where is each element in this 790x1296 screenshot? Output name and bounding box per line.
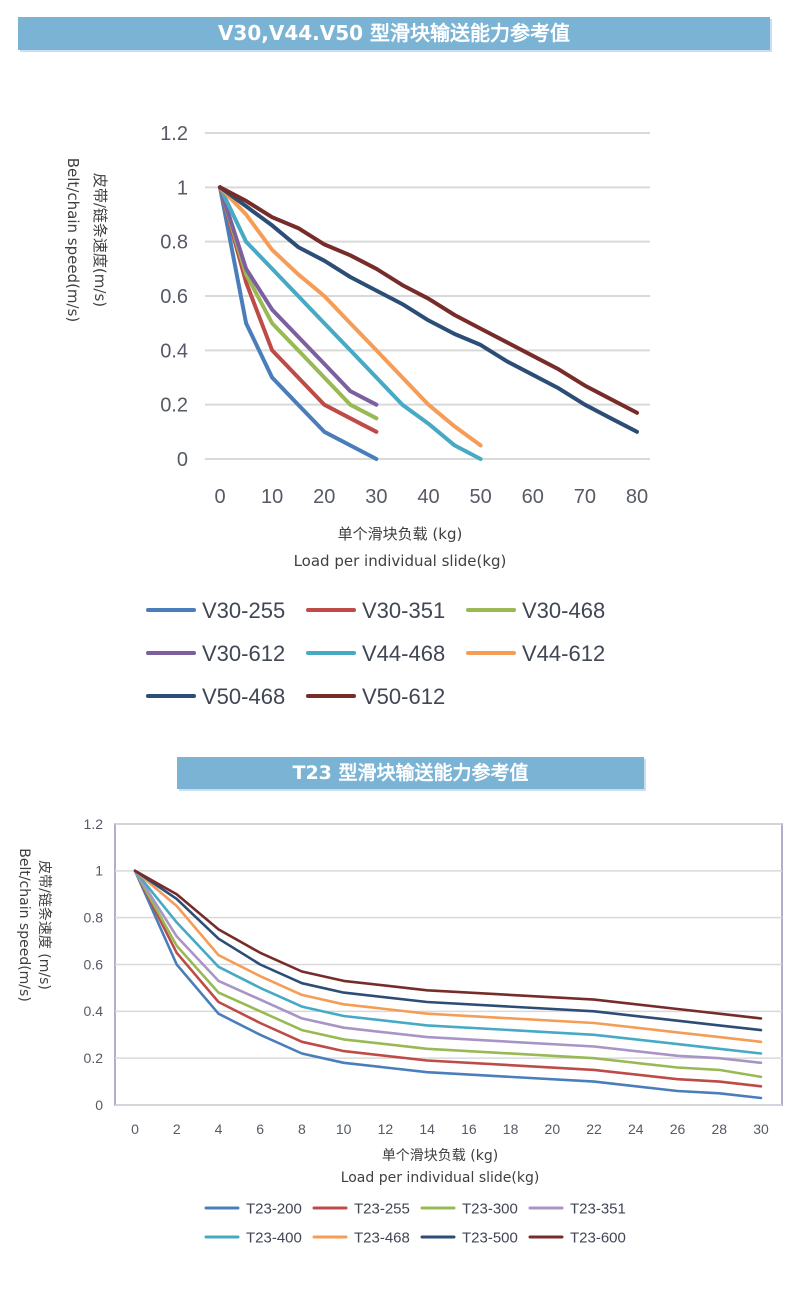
y-tick-label: 1.2 <box>84 816 104 832</box>
x-tick-label: 20 <box>313 486 335 508</box>
y-tick-label: 1.2 <box>160 123 188 145</box>
x-axis-title: 单个滑块负载 (kg) <box>338 525 463 543</box>
legend-label-t23-500: T23-500 <box>462 1229 518 1246</box>
x-tick-label: 40 <box>417 486 439 508</box>
x-tick-label: 6 <box>256 1121 264 1137</box>
x-tick-label: 14 <box>419 1121 435 1137</box>
x-tick-label: 28 <box>711 1121 727 1137</box>
y-axis-title: 皮带/链条速度(m/s) <box>91 173 109 307</box>
y-tick-label: 0.2 <box>160 395 188 417</box>
legend-label-t23-600: T23-600 <box>570 1229 626 1246</box>
y-tick-label: 0 <box>95 1097 103 1113</box>
series-line-t23-468 <box>133 869 763 1044</box>
x-tick-label: 8 <box>298 1121 306 1137</box>
legend-label-v30-468: V30-468 <box>522 598 605 623</box>
y-tick-label: 0.2 <box>84 1050 104 1066</box>
section-banner-t23: T23 型滑块输送能力参考值 <box>177 757 644 789</box>
legend-label-v30-612: V30-612 <box>202 641 285 666</box>
series-line-t23-400 <box>133 869 763 1055</box>
legend-label-v50-612: V50-612 <box>362 684 445 709</box>
y-tick-label: 0.6 <box>160 286 188 308</box>
series-line-v50-612 <box>218 185 639 415</box>
series-line-t23-255 <box>133 869 763 1088</box>
x-axis-title: Load per individual slide(kg) <box>341 1170 540 1186</box>
legend-label-v30-351: V30-351 <box>362 598 445 623</box>
legend-label-t23-300: T23-300 <box>462 1200 518 1217</box>
x-tick-label: 60 <box>522 486 544 508</box>
series-line-v30-255 <box>218 185 379 461</box>
series-line-t23-200 <box>133 869 763 1100</box>
y-tick-label: 1 <box>95 863 103 879</box>
x-tick-label: 0 <box>131 1121 139 1137</box>
y-axis-title: Belt/chain speed(m/s) <box>64 158 82 323</box>
x-tick-label: 30 <box>365 486 387 508</box>
x-tick-label: 30 <box>753 1121 769 1137</box>
x-tick-label: 18 <box>503 1121 519 1137</box>
y-tick-label: 0.8 <box>160 232 188 254</box>
series-line-v30-468 <box>218 185 379 421</box>
x-tick-label: 20 <box>545 1121 561 1137</box>
legend-label-v50-468: V50-468 <box>202 684 285 709</box>
series-line-t23-300 <box>133 869 763 1079</box>
chart-v-series: 0 0.2 0.4 0.6 0.8 1 1.2 0 10 20 30 40 50 60 70 80 单个滑块负载… <box>64 123 650 709</box>
legend-label-t23-200: T23-200 <box>246 1200 302 1217</box>
y-tick-label: 0.4 <box>84 1003 104 1019</box>
y-tick-label: 0 <box>177 449 188 471</box>
y-tick-label: 1 <box>177 177 188 199</box>
x-tick-label: 26 <box>670 1121 686 1137</box>
x-tick-label: 22 <box>586 1121 602 1137</box>
y-tick-label: 0.4 <box>160 340 188 362</box>
x-tick-label: 10 <box>261 486 283 508</box>
series-line-v44-468 <box>218 185 483 461</box>
legend-label-v30-255: V30-255 <box>202 598 285 623</box>
x-tick-label: 2 <box>173 1121 181 1137</box>
legend-label-t23-255: T23-255 <box>354 1200 410 1217</box>
legend-label-v44-468: V44-468 <box>362 641 445 666</box>
series-line-v30-351 <box>218 185 379 434</box>
y-tick-label: 0.8 <box>84 910 104 926</box>
series-line-v30-612 <box>218 185 379 407</box>
legend-label-t23-468: T23-468 <box>354 1229 410 1246</box>
legend-label-v44-612: V44-612 <box>522 641 605 666</box>
x-tick-label: 16 <box>461 1121 477 1137</box>
x-tick-label: 80 <box>626 486 648 508</box>
x-tick-label: 10 <box>336 1121 352 1137</box>
section-banner-v-series: V30,V44.V50 型滑块输送能力参考值 <box>18 17 770 50</box>
x-tick-label: 4 <box>215 1121 223 1137</box>
x-axis-title: 单个滑块负载 (kg) <box>382 1147 498 1164</box>
x-tick-label: 50 <box>470 486 492 508</box>
x-axis-title: Load per individual slide(kg) <box>294 552 507 570</box>
series-line-v50-468 <box>218 185 639 434</box>
series-line-t23-500 <box>133 869 763 1032</box>
legend-label-t23-400: T23-400 <box>246 1229 302 1246</box>
series-line-t23-600 <box>133 869 763 1020</box>
x-tick-label: 12 <box>378 1121 394 1137</box>
series-line-t23-351 <box>133 869 763 1065</box>
x-tick-label: 70 <box>574 486 596 508</box>
y-axis-title: Belt/chain speed(m/s) <box>16 848 32 1002</box>
y-tick-label: 0.6 <box>84 956 104 972</box>
legend-label-t23-351: T23-351 <box>570 1200 626 1217</box>
x-tick-label: 24 <box>628 1121 644 1137</box>
x-tick-label: 0 <box>214 486 225 508</box>
series-line-v44-612 <box>218 185 483 448</box>
y-axis-title: 皮带/链条速度 (m/s) <box>36 860 53 990</box>
